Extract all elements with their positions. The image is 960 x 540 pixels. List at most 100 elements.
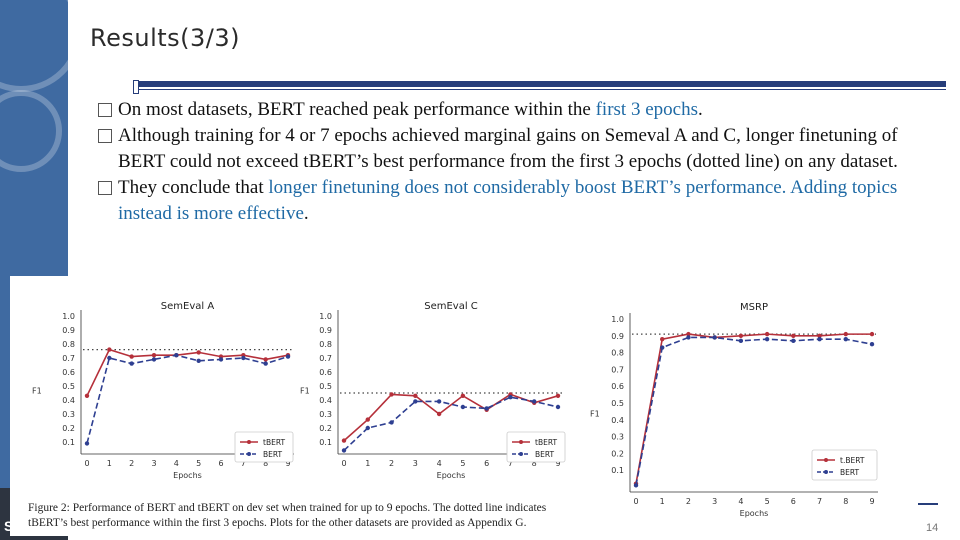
chart-legend — [811, 449, 878, 481]
x-tick-label: 4 — [437, 459, 442, 468]
y-tick-label: 0.7 — [319, 354, 332, 363]
bullet-item: On most datasets, BERT reached peak perf… — [98, 97, 928, 123]
data-point-tbert — [341, 438, 347, 443]
series-line-bert — [343, 396, 559, 451]
y-axis-label: F1 — [590, 409, 600, 418]
y-tick-label: 0.7 — [611, 365, 624, 374]
data-point-bert — [365, 425, 370, 431]
data-point-tbert — [263, 357, 268, 362]
legend-marker — [519, 452, 523, 456]
data-point-bert — [196, 358, 201, 363]
data-point-bert — [413, 399, 418, 404]
data-point-bert — [174, 353, 179, 358]
page-number: 14 — [926, 522, 939, 534]
data-point-bert — [532, 399, 537, 404]
data-point-tbert — [660, 336, 665, 342]
legend-label: t.BERT — [840, 456, 865, 465]
x-tick-label: 1 — [660, 497, 665, 506]
chart-title: SemEval A — [161, 301, 215, 312]
y-tick-label: 0.2 — [611, 449, 624, 458]
y-tick-label: 1.0 — [62, 312, 75, 321]
data-point-bert — [817, 336, 822, 342]
legend-label: tBERT — [535, 438, 557, 447]
data-point-bert — [218, 357, 224, 362]
data-point-tbert — [365, 417, 370, 422]
y-axis-label: F1 — [32, 387, 42, 396]
x-tick-label: 6 — [791, 497, 796, 506]
x-axis-label: Epochs — [437, 471, 466, 480]
data-point-tbert — [389, 392, 394, 397]
legend-marker — [824, 458, 828, 462]
data-point-bert — [151, 357, 157, 362]
legend-label: BERT — [263, 450, 283, 459]
data-point-tbert — [196, 350, 201, 355]
x-tick-label: 7 — [241, 459, 246, 468]
y-tick-label: 1.0 — [611, 315, 624, 324]
data-point-bert — [555, 404, 561, 410]
bullet-box-icon — [98, 129, 112, 143]
x-tick-label: 8 — [843, 497, 848, 506]
series-line-tbert — [86, 348, 289, 397]
x-tick-label: 9 — [869, 497, 874, 506]
bullet-text: Although training for 4 or 7 epochs achi… — [118, 125, 898, 172]
legend-marker — [824, 470, 828, 474]
bullet-text: . — [697, 99, 703, 120]
legend-label: tBERT — [263, 438, 285, 447]
title-rule — [135, 81, 946, 87]
x-tick-label: 7 — [508, 459, 513, 468]
data-point-tbert — [107, 347, 112, 352]
bullet-box-icon — [98, 181, 112, 195]
footer-dash — [918, 503, 938, 505]
x-tick-label: 1 — [365, 459, 370, 468]
y-tick-label: 0.8 — [611, 349, 624, 358]
data-point-bert — [285, 354, 291, 359]
bullet-highlight-text: longer finetuning does not considerably … — [118, 177, 898, 224]
data-point-tbert — [129, 354, 134, 359]
x-tick-label: 6 — [218, 459, 223, 468]
x-tick-label: 3 — [151, 459, 156, 468]
data-point-tbert — [843, 331, 848, 337]
data-point-bert — [389, 420, 394, 425]
data-point-bert — [686, 335, 691, 340]
data-point-bert — [508, 395, 513, 400]
bullet-text: On most datasets, BERT reached peak perf… — [118, 99, 596, 120]
y-tick-label: 0.9 — [319, 326, 332, 335]
decorative-arc — [0, 90, 62, 172]
y-tick-label: 0.3 — [611, 433, 624, 442]
x-axis-label: Epochs — [173, 471, 202, 480]
x-tick-label: 7 — [817, 497, 822, 506]
x-tick-label: 8 — [263, 459, 268, 468]
y-tick-label: 0.5 — [611, 399, 624, 408]
data-point-tbert — [738, 333, 744, 338]
x-tick-label: 5 — [460, 459, 465, 468]
title-rule-thin — [135, 89, 946, 90]
chart-semeval-c: SemEval C 0.1 0.2 0.3 0.4 0.5 0.6 0.7 0.8 0.9 1.0 0… — [300, 301, 566, 480]
data-point-tbert — [869, 331, 875, 337]
y-tick-label: 1.0 — [319, 312, 332, 321]
series-line-bert — [86, 354, 289, 444]
series-line-bert — [635, 336, 873, 486]
data-point-tbert — [413, 393, 418, 398]
data-point-bert — [660, 345, 665, 350]
data-point-bert — [436, 399, 442, 404]
y-tick-label: 0.2 — [62, 424, 75, 433]
data-point-bert — [843, 336, 848, 342]
y-tick-label: 0.7 — [62, 354, 75, 363]
y-tick-label: 0.9 — [611, 332, 624, 341]
bullet-list: On most datasets, BERT reached peak perf… — [98, 97, 928, 227]
chart-msrp: MSRP 0.1 0.2 0.3 0.4 0.5 0.6 0.7 0.8 0.9 1.0 0 1 2 3 4 5… — [590, 302, 878, 518]
data-point-bert — [633, 483, 639, 488]
data-point-tbert — [764, 331, 770, 337]
x-tick-label: 2 — [129, 459, 134, 468]
data-point-bert — [107, 355, 112, 361]
data-point-tbert — [436, 411, 442, 417]
y-tick-label: 0.3 — [319, 410, 332, 419]
x-tick-label: 8 — [532, 459, 537, 468]
y-tick-label: 0.8 — [319, 340, 332, 349]
bullet-item: They conclude that longer finetuning doe… — [98, 175, 928, 227]
data-point-bert — [869, 342, 875, 347]
y-tick-label: 0.1 — [62, 438, 75, 447]
data-point-bert — [341, 448, 347, 453]
bullet-highlight-text: first 3 epochs — [595, 99, 698, 120]
x-tick-label: 0 — [84, 459, 89, 468]
